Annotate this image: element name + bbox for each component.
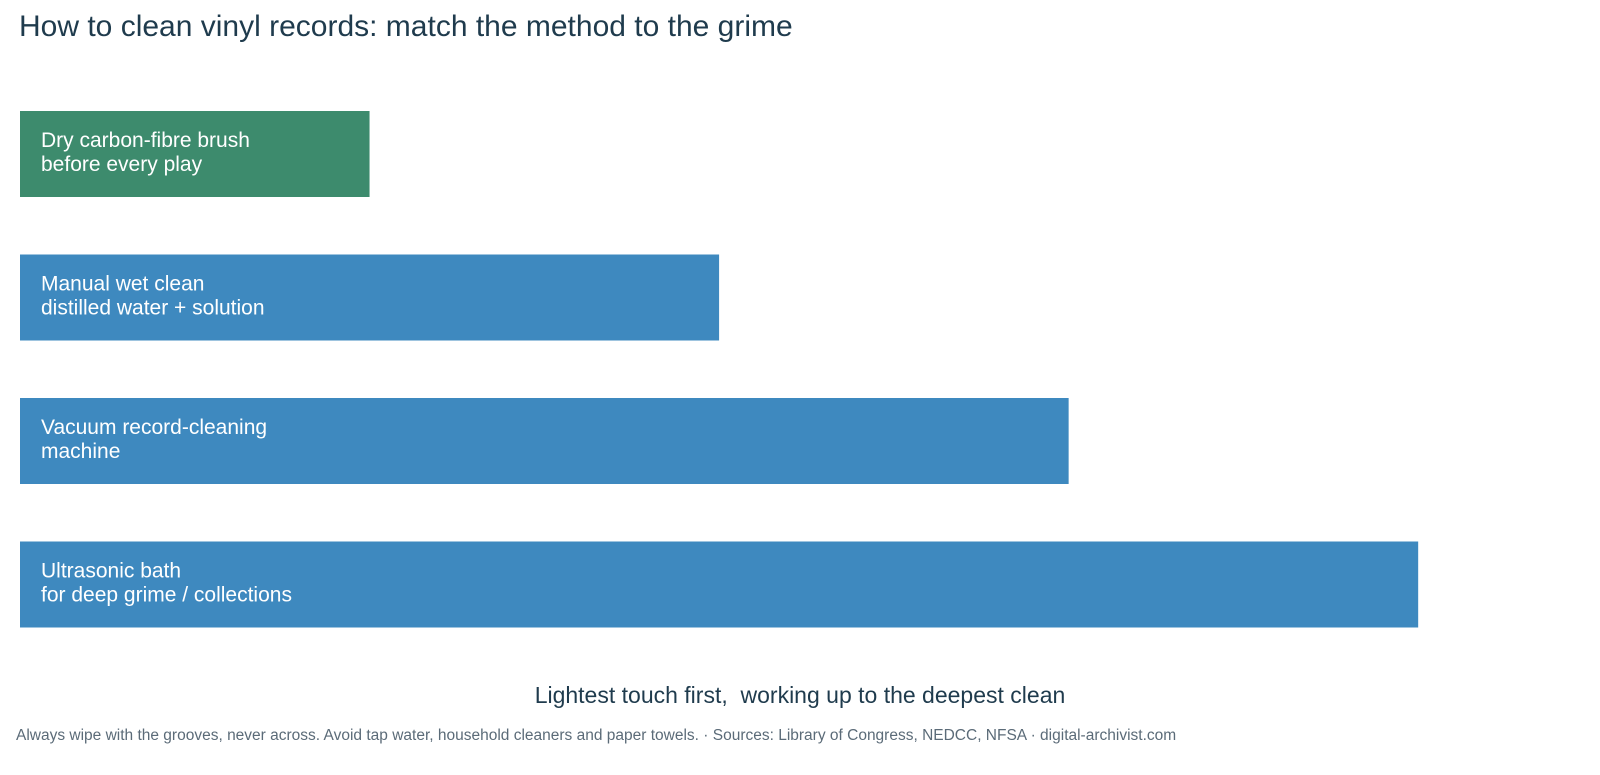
bar-3 bbox=[20, 398, 1069, 484]
bar-label-2: Manual wet clean distilled water + soluti… bbox=[41, 273, 265, 320]
bar-4 bbox=[20, 541, 1419, 628]
bar-2 bbox=[20, 254, 720, 341]
bar-label-4: Ultrasonic bath for deep grime / collecti… bbox=[41, 560, 292, 607]
x-axis-label: Lightest touch first, working up to the … bbox=[534, 682, 1066, 708]
bar-label-3: Vacuum record-cleaning machine bbox=[41, 416, 267, 463]
chart-title: How to clean vinyl records: match the me… bbox=[19, 10, 793, 43]
bar-label-1: Dry carbon-fibre brush before every play bbox=[41, 129, 250, 176]
bar-1 bbox=[20, 111, 370, 197]
footer-note: Always wipe with the grooves, never acro… bbox=[16, 727, 1177, 744]
